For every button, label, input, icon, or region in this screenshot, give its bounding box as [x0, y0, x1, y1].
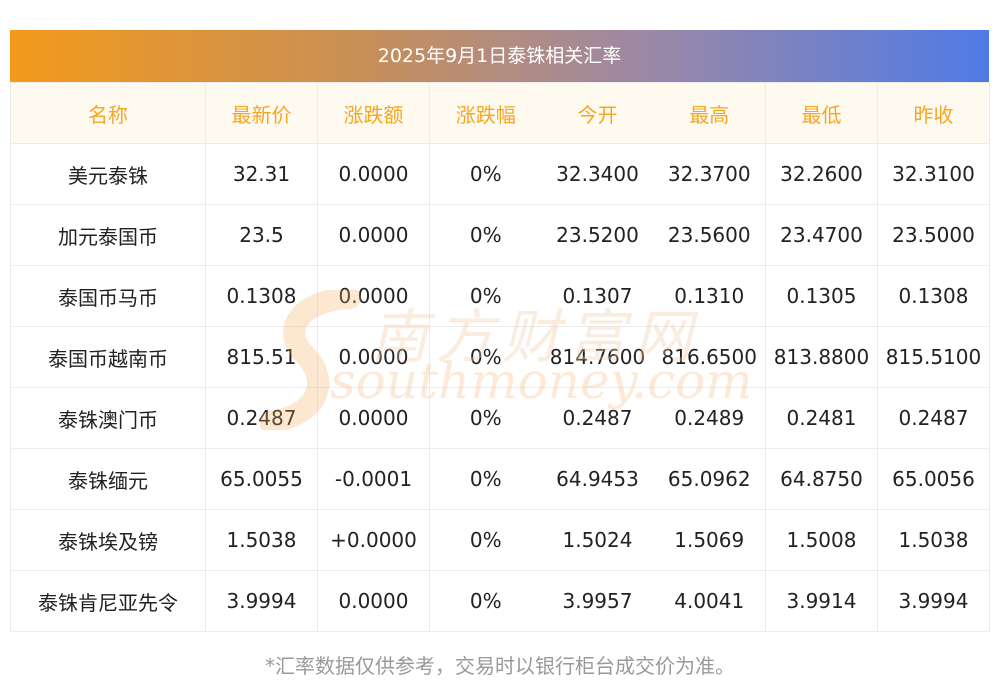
- cell-high: 816.6500: [653, 326, 766, 388]
- header-low: 最低: [765, 82, 878, 144]
- cell-latest-price: 0.1308: [205, 265, 318, 327]
- exchange-rate-table: 名称 最新价 涨跌额 涨跌幅 今开 最高 最低 昨收 美元泰铢 32.31 0.00…: [10, 82, 990, 632]
- cell-low: 1.5008: [765, 509, 878, 571]
- cell-prev-close: 3.9994: [877, 570, 990, 632]
- cell-open: 1.5024: [541, 509, 654, 571]
- cell-high: 23.5600: [653, 204, 766, 266]
- cell-open: 0.2487: [541, 387, 654, 449]
- cell-low: 64.8750: [765, 448, 878, 510]
- table-row: 泰铢澳门币 0.2487 0.0000 0% 0.2487 0.2489 0.2481 0.2…: [10, 387, 990, 449]
- cell-high: 65.0962: [653, 448, 766, 510]
- header-high: 最高: [653, 82, 766, 144]
- table-row: 泰铢缅元 65.0055 -0.0001 0% 64.9453 65.0962 64.875…: [10, 448, 990, 510]
- cell-high: 0.2489: [653, 387, 766, 449]
- header-change-amount: 涨跌额: [317, 82, 430, 144]
- cell-change-amount: 0.0000: [317, 204, 430, 266]
- cell-prev-close: 65.0056: [877, 448, 990, 510]
- header-change-percent: 涨跌幅: [429, 82, 542, 144]
- cell-name: 泰铢埃及镑: [10, 509, 206, 571]
- table-row: 加元泰国币 23.5 0.0000 0% 23.5200 23.5600 23.4700 23…: [10, 204, 990, 266]
- cell-change-percent: 0%: [429, 570, 542, 632]
- cell-change-percent: 0%: [429, 265, 542, 327]
- cell-change-amount: 0.0000: [317, 143, 430, 205]
- cell-latest-price: 23.5: [205, 204, 318, 266]
- cell-prev-close: 23.5000: [877, 204, 990, 266]
- cell-high: 4.0041: [653, 570, 766, 632]
- cell-open: 3.9957: [541, 570, 654, 632]
- header-prev-close: 昨收: [877, 82, 990, 144]
- cell-prev-close: 815.5100: [877, 326, 990, 388]
- cell-name: 美元泰铢: [10, 143, 206, 205]
- cell-name: 泰铢缅元: [10, 448, 206, 510]
- cell-latest-price: 0.2487: [205, 387, 318, 449]
- table-row: 美元泰铢 32.31 0.0000 0% 32.3400 32.3700 32.2600 32…: [10, 143, 990, 205]
- cell-name: 加元泰国币: [10, 204, 206, 266]
- cell-high: 1.5069: [653, 509, 766, 571]
- cell-change-percent: 0%: [429, 204, 542, 266]
- cell-low: 0.2481: [765, 387, 878, 449]
- exchange-rate-table-container: 2025年9月1日泰铢相关汇率 名称 最新价 涨跌额 涨跌幅 今开 最高 最低 …: [10, 30, 990, 632]
- cell-high: 32.3700: [653, 143, 766, 205]
- cell-open: 23.5200: [541, 204, 654, 266]
- cell-change-amount: -0.0001: [317, 448, 430, 510]
- cell-latest-price: 65.0055: [205, 448, 318, 510]
- cell-latest-price: 3.9994: [205, 570, 318, 632]
- cell-change-amount: 0.0000: [317, 570, 430, 632]
- cell-change-percent: 0%: [429, 509, 542, 571]
- table-body: 美元泰铢 32.31 0.0000 0% 32.3400 32.3700 32.2600 32…: [10, 143, 990, 632]
- table-header-row: 名称 最新价 涨跌额 涨跌幅 今开 最高 最低 昨收: [10, 82, 990, 144]
- cell-open: 0.1307: [541, 265, 654, 327]
- cell-change-percent: 0%: [429, 448, 542, 510]
- header-name: 名称: [10, 82, 206, 144]
- cell-low: 23.4700: [765, 204, 878, 266]
- cell-latest-price: 32.31: [205, 143, 318, 205]
- cell-change-percent: 0%: [429, 143, 542, 205]
- cell-latest-price: 1.5038: [205, 509, 318, 571]
- cell-latest-price: 815.51: [205, 326, 318, 388]
- cell-change-amount: +0.0000: [317, 509, 430, 571]
- header-open: 今开: [541, 82, 654, 144]
- cell-name: 泰国币马币: [10, 265, 206, 327]
- cell-change-amount: 0.0000: [317, 326, 430, 388]
- table-row: 泰铢肯尼亚先令 3.9994 0.0000 0% 3.9957 4.0041 3.9914 3…: [10, 570, 990, 632]
- cell-prev-close: 0.1308: [877, 265, 990, 327]
- cell-change-amount: 0.0000: [317, 265, 430, 327]
- table-row: 泰铢埃及镑 1.5038 +0.0000 0% 1.5024 1.5069 1.5008 1.…: [10, 509, 990, 571]
- cell-name: 泰铢澳门币: [10, 387, 206, 449]
- cell-low: 813.8800: [765, 326, 878, 388]
- cell-name: 泰铢肯尼亚先令: [10, 570, 206, 632]
- cell-prev-close: 1.5038: [877, 509, 990, 571]
- table-title: 2025年9月1日泰铢相关汇率: [10, 30, 989, 82]
- cell-prev-close: 32.3100: [877, 143, 990, 205]
- cell-open: 64.9453: [541, 448, 654, 510]
- cell-open: 814.7600: [541, 326, 654, 388]
- cell-high: 0.1310: [653, 265, 766, 327]
- cell-change-percent: 0%: [429, 387, 542, 449]
- table-row: 泰国币越南币 815.51 0.0000 0% 814.7600 816.6500 813.…: [10, 326, 990, 388]
- cell-name: 泰国币越南币: [10, 326, 206, 388]
- cell-open: 32.3400: [541, 143, 654, 205]
- disclaimer-note: *汇率数据仅供参考，交易时以银行柜台成交价为准。: [265, 654, 735, 678]
- cell-low: 3.9914: [765, 570, 878, 632]
- header-latest-price: 最新价: [205, 82, 318, 144]
- cell-change-amount: 0.0000: [317, 387, 430, 449]
- cell-prev-close: 0.2487: [877, 387, 990, 449]
- cell-low: 0.1305: [765, 265, 878, 327]
- cell-change-percent: 0%: [429, 326, 542, 388]
- cell-low: 32.2600: [765, 143, 878, 205]
- table-row: 泰国币马币 0.1308 0.0000 0% 0.1307 0.1310 0.1305 0.1…: [10, 265, 990, 327]
